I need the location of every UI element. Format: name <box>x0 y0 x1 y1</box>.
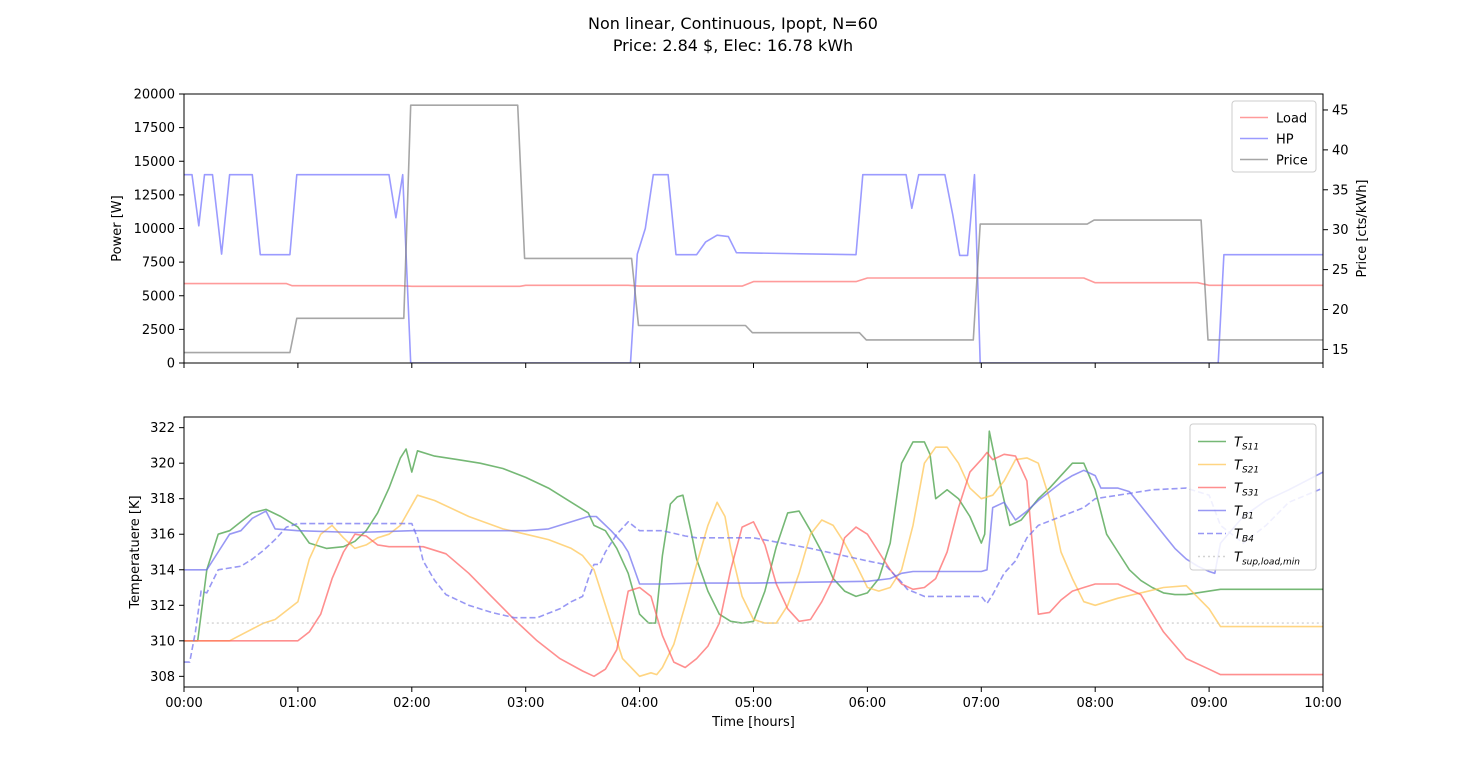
series-line-hp <box>184 173 1323 363</box>
legend-box <box>1231 100 1317 173</box>
x-tick-label: 01:00 <box>279 696 316 711</box>
y-right-tick-label: 35 <box>1332 183 1349 198</box>
series-line-b1 <box>184 469 1323 585</box>
y-right-tick-label: 15 <box>1332 343 1349 358</box>
y-right-axis-label: Price [cts/kWh] <box>1355 179 1370 277</box>
series-group <box>184 104 1323 363</box>
y-right-tick-label: 20 <box>1332 303 1349 318</box>
y-tick-label: 320 <box>150 457 175 472</box>
y-tick-label: 322 <box>150 421 175 436</box>
axes-frame <box>183 93 1324 364</box>
x-tick-label: 06:00 <box>849 696 886 711</box>
figure-title-line2: Price: 2.84 $, Elec: 16.78 kWh <box>613 36 853 55</box>
y-tick-label: 318 <box>150 492 175 507</box>
y-tick-label: 5000 <box>142 289 175 304</box>
x-tick-label: 05:00 <box>735 696 772 711</box>
series-line-s31 <box>184 451 1323 678</box>
x-tick-label: 07:00 <box>963 696 1000 711</box>
y-tick-label: 312 <box>150 599 175 614</box>
y-tick-label: 7500 <box>142 256 175 271</box>
y-tick-label: 308 <box>150 670 175 685</box>
x-tick-label: 04:00 <box>621 696 658 711</box>
y-tick-label: 12500 <box>134 188 175 203</box>
y-tick-label: 20000 <box>134 88 175 103</box>
legend-label: Load <box>1276 112 1307 127</box>
x-tick-label: 08:00 <box>1076 696 1113 711</box>
y-tick-label: 310 <box>150 634 175 649</box>
x-tick-label: 03:00 <box>507 696 544 711</box>
y-tick-label: 2500 <box>142 323 175 338</box>
x-tick-label: 10:00 <box>1304 696 1341 711</box>
y-right-tick-label: 25 <box>1332 263 1349 278</box>
series-group <box>184 430 1323 678</box>
series-line-s21 <box>184 446 1323 678</box>
x-axis-label: Time [hours] <box>711 715 795 730</box>
y-right-tick-label: 40 <box>1332 143 1349 158</box>
x-tick-label: 09:00 <box>1190 696 1227 711</box>
y-tick-label: 316 <box>150 528 175 543</box>
series-line-load <box>184 277 1323 288</box>
y-tick-label: 15000 <box>134 155 175 170</box>
power-price-chart: 0 2500 5000 7500 10000 12500 15000 17500 20000 15… <box>110 88 1370 372</box>
y-axis-label: Temperatuere [K] <box>128 495 143 609</box>
x-tick-label: 00:00 <box>165 696 202 711</box>
y-right-tick-label: 45 <box>1332 103 1349 118</box>
y-axis-label: Power [W] <box>110 195 125 261</box>
series-line-price <box>184 104 1323 354</box>
legend: Load HP Price <box>1231 100 1317 173</box>
legend-label: HP <box>1276 133 1294 148</box>
x-tick-label: 02:00 <box>393 696 430 711</box>
figure-title-line1: Non linear, Continuous, Ipopt, N=60 <box>588 14 878 33</box>
axes-frame <box>183 416 1324 688</box>
y-tick-label: 0 <box>167 357 175 372</box>
y-right-tick-label: 30 <box>1332 223 1349 238</box>
series-line-b4 <box>184 487 1323 663</box>
y-tick-label: 314 <box>150 563 175 578</box>
y-tick-label: 10000 <box>134 222 175 237</box>
temperature-chart: 00:00 01:00 02:00 03:00 04:00 05:00 06:00 07:00… <box>128 416 1342 730</box>
legend-label: Price <box>1276 154 1308 169</box>
series-line-s11 <box>184 430 1323 642</box>
y-tick-label: 17500 <box>134 121 175 136</box>
